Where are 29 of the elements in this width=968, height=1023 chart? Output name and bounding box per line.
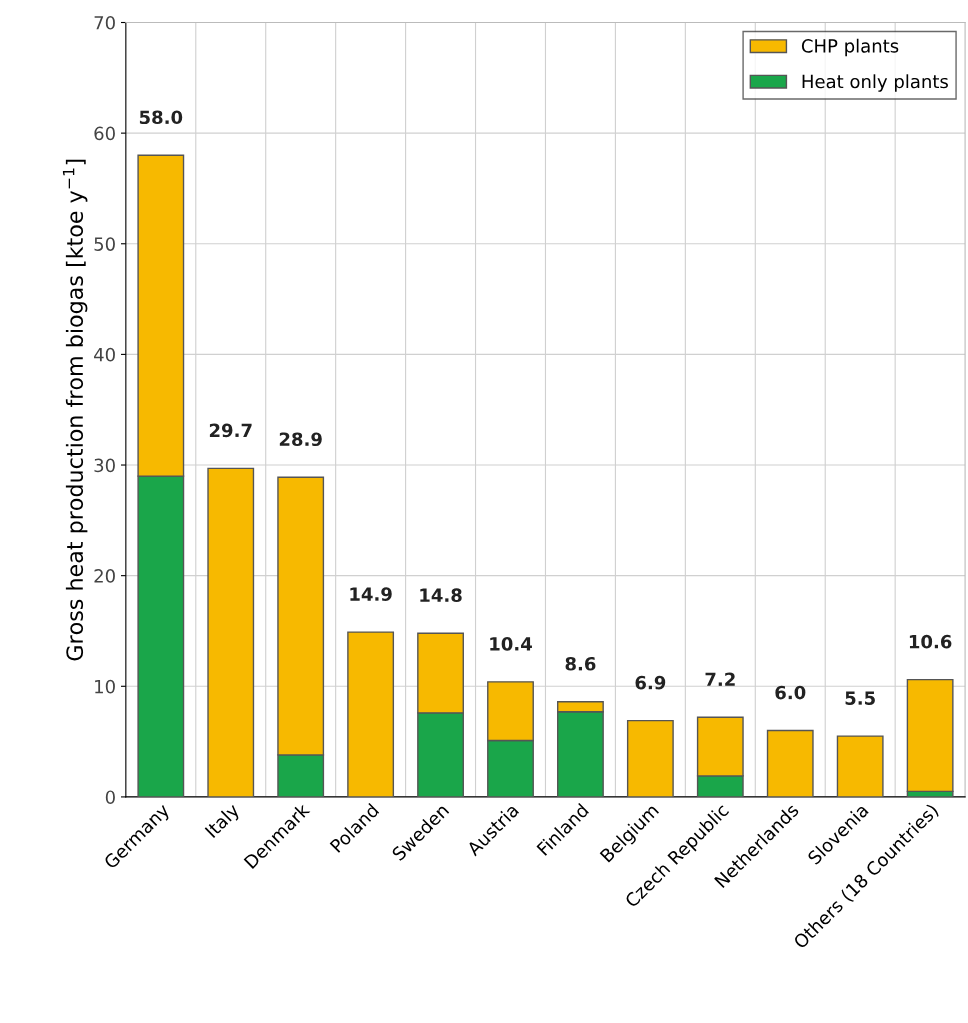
total-label: 10.6 bbox=[909, 634, 952, 649]
y-tick-label: 60 bbox=[94, 126, 115, 141]
legend-label: CHP plants bbox=[801, 38, 899, 57]
bar bbox=[207, 467, 255, 797]
total-label: 7.2 bbox=[705, 672, 735, 686]
y-tick-label: 10 bbox=[95, 679, 115, 694]
total-label: 6.0 bbox=[775, 685, 806, 700]
total-label: 58.0 bbox=[139, 110, 183, 125]
y-tick-label: 40 bbox=[94, 347, 115, 362]
total-label: 10.4 bbox=[490, 637, 532, 651]
total-label: 28.9 bbox=[279, 432, 322, 447]
total-label: 5.5 bbox=[845, 691, 875, 705]
legend-label: Heat only plants bbox=[802, 74, 948, 92]
total-label: 14.9 bbox=[350, 587, 392, 601]
bar bbox=[347, 631, 395, 797]
bar bbox=[766, 729, 814, 797]
y-tick-label: 0 bbox=[105, 790, 115, 805]
y-tick-label: 30 bbox=[94, 458, 115, 473]
total-label: 14.8 bbox=[420, 588, 462, 603]
y-axis-title: Gross heat production from biogas [ktoe y$^{−1}$] bbox=[62, 159, 88, 661]
y-tick-label: 20 bbox=[94, 569, 115, 583]
total-label: 29.7 bbox=[209, 423, 252, 438]
bar bbox=[836, 735, 884, 797]
bar bbox=[626, 719, 674, 797]
bar bbox=[906, 678, 954, 793]
y-tick-label: 70 bbox=[94, 15, 115, 30]
total-label: 6.9 bbox=[635, 675, 666, 690]
y-tick-label: 50 bbox=[94, 237, 115, 251]
total-label: 8.6 bbox=[565, 656, 596, 671]
